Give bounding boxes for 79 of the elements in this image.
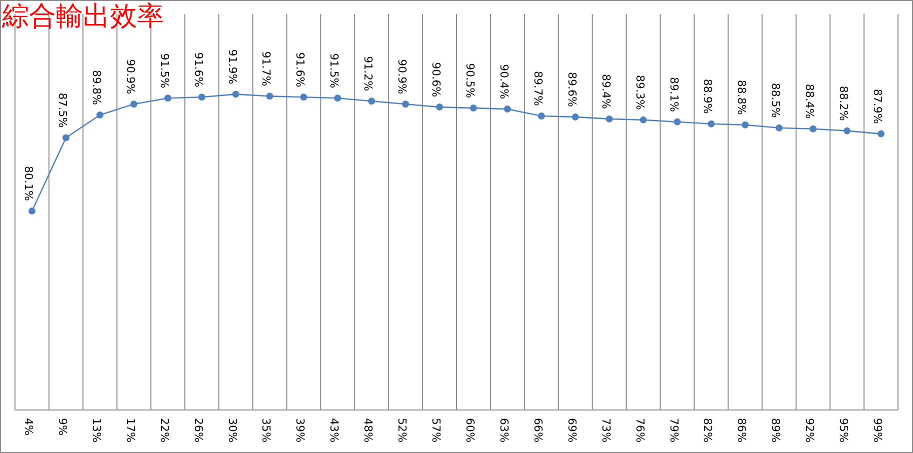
- data-label: 90.9%: [124, 59, 137, 94]
- point: [572, 113, 579, 120]
- x-tick-label: 52%: [396, 418, 409, 442]
- x-tick-label: 95%: [837, 418, 850, 442]
- data-label: 88.5%: [769, 82, 782, 118]
- data-label: 88.9%: [701, 78, 714, 114]
- point: [810, 125, 817, 132]
- x-tick-label: 17%: [124, 418, 137, 442]
- x-tick-label: 39%: [294, 418, 307, 442]
- data-label: 90.4%: [497, 64, 510, 100]
- data-label: 88.4%: [803, 84, 816, 119]
- chart-title: 綜合輸出效率: [1, 1, 164, 32]
- data-label: 91.7%: [260, 51, 273, 86]
- point: [470, 104, 477, 112]
- data-label: 91.9%: [226, 49, 239, 84]
- x-tick-label: 89%: [769, 418, 782, 442]
- x-tick-label: 63%: [497, 418, 510, 442]
- x-tick-label: 48%: [362, 418, 375, 442]
- data-label: 91.5%: [328, 53, 341, 88]
- point: [130, 100, 138, 108]
- x-tick-label: 22%: [158, 418, 171, 442]
- data-label: 89.8%: [90, 70, 103, 105]
- data-label: 88.8%: [735, 80, 748, 115]
- point: [844, 127, 851, 134]
- point: [164, 94, 172, 102]
- point: [232, 90, 240, 98]
- data-label: 91.2%: [362, 56, 375, 92]
- x-tick-label: 30%: [226, 418, 239, 442]
- point: [28, 208, 36, 215]
- x-tick-label: 69%: [565, 418, 578, 442]
- point: [640, 116, 647, 124]
- point: [742, 121, 749, 128]
- x-tick-label: 13%: [90, 418, 103, 442]
- x-tick-label: 92%: [803, 418, 816, 442]
- x-tick-label: 66%: [531, 418, 544, 442]
- data-label: 89.1%: [667, 76, 680, 112]
- point: [776, 124, 783, 132]
- data-label: 90.6%: [430, 62, 443, 98]
- data-label: 89.4%: [599, 74, 612, 109]
- data-label: 87.5%: [56, 92, 69, 128]
- x-tick-label: 76%: [633, 418, 646, 442]
- data-label: 89.7%: [531, 71, 544, 106]
- data-label: 89.6%: [565, 72, 578, 107]
- data-label: 89.3%: [633, 74, 646, 110]
- point: [538, 112, 545, 120]
- point: [96, 111, 104, 118]
- data-label: 90.9%: [396, 59, 409, 94]
- x-tick-label: 9%: [56, 418, 69, 436]
- data-label: 80.1%: [22, 166, 35, 202]
- point: [436, 104, 444, 111]
- point: [504, 106, 511, 113]
- point: [300, 94, 308, 101]
- x-tick-label: 60%: [463, 418, 476, 442]
- point: [606, 115, 613, 122]
- x-tick-label: 43%: [328, 418, 341, 442]
- point: [62, 134, 70, 142]
- point: [334, 94, 342, 102]
- point: [708, 120, 715, 128]
- x-tick-label: 99%: [871, 418, 884, 442]
- x-tick-label: 26%: [192, 418, 205, 442]
- x-tick-label: 82%: [701, 418, 714, 442]
- point: [198, 94, 206, 101]
- point: [266, 92, 274, 100]
- point: [402, 100, 410, 108]
- point: [878, 130, 885, 138]
- data-label: 91.5%: [158, 53, 171, 88]
- x-tick-label: 73%: [599, 418, 612, 442]
- data-label: 88.2%: [837, 86, 850, 121]
- data-label: 90.5%: [463, 63, 476, 98]
- data-label: 91.6%: [192, 52, 205, 88]
- x-tick-label: 35%: [260, 418, 273, 442]
- data-label: 87.9%: [871, 88, 884, 124]
- x-tick-label: 86%: [735, 418, 748, 442]
- point: [674, 118, 681, 126]
- x-tick-label: 4%: [22, 418, 35, 436]
- x-tick-label: 79%: [667, 418, 680, 442]
- point: [368, 98, 376, 105]
- x-tick-label: 57%: [430, 418, 443, 442]
- data-label: 91.6%: [294, 52, 307, 88]
